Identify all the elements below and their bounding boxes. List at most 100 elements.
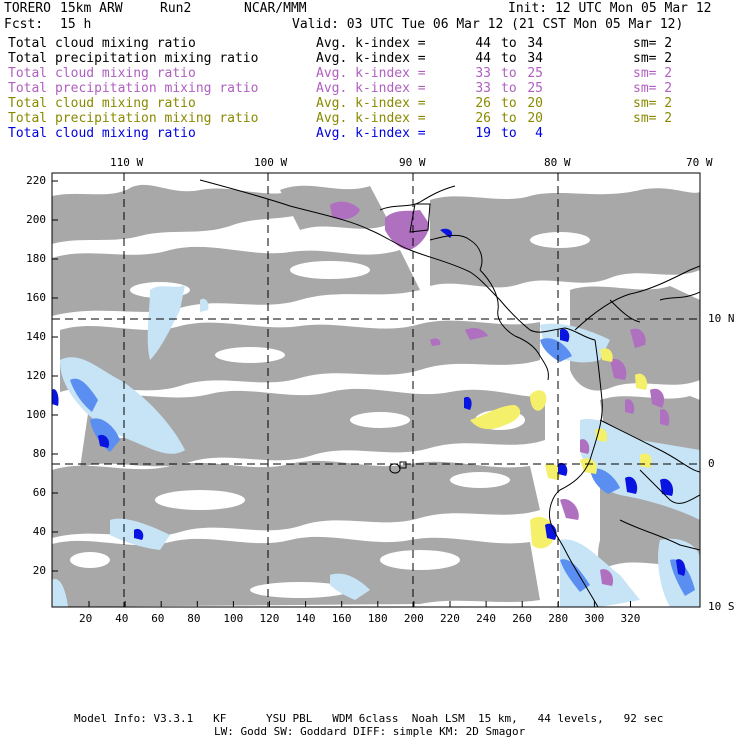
legend-kindex-to-word: to (501, 126, 517, 141)
y-grid-index-label: 80 (32, 447, 46, 460)
legend-kindex-label: Avg. k-index = (316, 51, 426, 66)
legend-row: Total precipitation mixing ratio Avg. k-i… (8, 51, 732, 66)
init-time: Init: 12 UTC Mon 05 Mar 12 (508, 1, 712, 16)
x-grid-index-label: 140 (295, 612, 316, 625)
legend-kindex-to: 34 (527, 36, 543, 51)
x-grid-index-label: 220 (440, 612, 460, 625)
legend-field-name: Total cloud mixing ratio (8, 96, 196, 111)
y-grid-index-label: 20 (32, 564, 46, 577)
longitude-label: 90 W (399, 156, 426, 169)
y-grid-index-label: 200 (26, 213, 46, 226)
cloud-field-mid-blue (70, 338, 695, 596)
legend-smoothing: sm= 2 (633, 66, 673, 81)
coastline (199, 179, 700, 607)
y-grid-index-label: 160 (26, 291, 46, 304)
legend-kindex-from: 33 (475, 66, 491, 81)
legend-smoothing: sm= 2 (633, 51, 673, 66)
legend-kindex-to-word: to (501, 36, 517, 51)
longitude-label: 100 W (254, 156, 288, 169)
x-grid-index-label: 320 (620, 612, 641, 625)
latitude-label: 10 N (708, 312, 735, 325)
legend-kindex-to-word: to (501, 66, 517, 81)
x-grid-index-label: 20 (79, 612, 93, 625)
legend-row: Total cloud mixing ratio Avg. k-index = 33… (8, 66, 732, 81)
legend-kindex-to: 20 (527, 96, 543, 111)
legend-row: Total cloud mixing ratio Avg. k-index = 26… (8, 96, 732, 111)
x-grid-index-label: 60 (151, 612, 165, 625)
legend-kindex-to: 25 (527, 81, 543, 96)
legend-kindex-label: Avg. k-index = (316, 126, 426, 141)
model-info-line1: Model Info: V3.3.1 KF YSU PBL WDM 6class… (74, 712, 664, 725)
x-grid-index-label: 120 (259, 612, 280, 625)
legend-kindex-label: Avg. k-index = (316, 66, 426, 81)
legend-kindex-from: 26 (475, 111, 491, 126)
valid-time: Valid: 03 UTC Tue 06 Mar 12 (21 CST Mon … (292, 17, 684, 32)
y-grid-index-label: 120 (26, 369, 46, 382)
lat-lon-grid (52, 173, 700, 607)
x-grid-index-label: 260 (512, 612, 533, 625)
legend-kindex-to: 25 (527, 66, 543, 81)
legend-row: Total precipitation mixing ratio Avg. k-i… (8, 111, 732, 126)
legend-row: Total cloud mixing ratio Avg. k-index = 44… (8, 36, 732, 51)
x-grid-index-label: 280 (548, 612, 569, 625)
model-org: NCAR/MMM (244, 1, 307, 16)
legend-kindex-to: 20 (527, 111, 543, 126)
legend-kindex-to-word: to (501, 96, 517, 111)
x-grid-index-label: 160 (331, 612, 352, 625)
legend-kindex-from: 26 (475, 96, 491, 111)
latitude-label: 0 (708, 457, 715, 470)
legend-kindex-to-word: to (501, 51, 517, 66)
x-grid-index-label: 180 (367, 612, 388, 625)
x-grid-index-label: 40 (115, 612, 129, 625)
x-grid-index-label: 200 (403, 612, 424, 625)
legend-kindex-to-word: to (501, 81, 517, 96)
legend-field-name: Total precipitation mixing ratio (8, 81, 259, 96)
x-grid-index-label: 300 (584, 612, 605, 625)
legend-field-name: Total cloud mixing ratio (8, 66, 196, 81)
x-grid-index-label: 240 (476, 612, 496, 625)
map-frame (51, 172, 701, 608)
legend-kindex-to-word: to (501, 111, 517, 126)
legend-smoothing: sm= 2 (633, 96, 673, 111)
legend-field-name: Total cloud mixing ratio (8, 36, 196, 51)
model-info-line2: LW: Godd SW: Goddard DIFF: simple KM: 2D… (214, 725, 526, 738)
x-grid-index-label: 80 (187, 612, 201, 625)
forecast-hours: 15 h (60, 17, 92, 32)
legend-row: Total cloud mixing ratio Avg. k-index = 19… (8, 126, 732, 141)
forecast-label: Fcst: (4, 17, 44, 32)
legend-smoothing: sm= 2 (633, 111, 673, 126)
y-grid-index-label: 40 (32, 525, 46, 538)
legend-kindex-label: Avg. k-index = (316, 96, 426, 111)
y-grid-index-label: 60 (32, 486, 46, 499)
cloud-field-dark-blue (52, 228, 686, 576)
y-grid-index-label: 220 (26, 174, 46, 187)
legend-field-name: Total precipitation mixing ratio (8, 111, 259, 126)
longitude-label: 70 W (686, 156, 713, 169)
model-resolution: 15km ARW (60, 1, 123, 16)
x-grid-index-label: 100 (223, 612, 244, 625)
model-name: TORERO (4, 1, 51, 16)
y-grid-index-label: 100 (26, 408, 46, 421)
y-grid-index-label: 140 (26, 330, 46, 343)
legend-smoothing: sm= 2 (633, 36, 673, 51)
legend-kindex-label: Avg. k-index = (316, 36, 426, 51)
legend-kindex-to: 34 (527, 51, 543, 66)
legend-kindex-to: 4 (535, 126, 543, 141)
legend-field-name: Total precipitation mixing ratio (8, 51, 259, 66)
legend-kindex-from: 33 (475, 81, 491, 96)
legend-kindex-label: Avg. k-index = (316, 111, 426, 126)
legend-kindex-from: 19 (475, 126, 491, 141)
longitude-label: 80 W (544, 156, 571, 169)
longitude-label: 110 W (110, 156, 144, 169)
legend-smoothing: sm= 2 (633, 81, 673, 96)
y-grid-index-label: 180 (26, 252, 46, 265)
model-run: Run2 (160, 1, 192, 16)
latitude-label: 10 S (708, 600, 735, 613)
legend-kindex-label: Avg. k-index = (316, 81, 426, 96)
legend-field-name: Total cloud mixing ratio (8, 126, 196, 141)
legend-kindex-from: 44 (475, 51, 491, 66)
legend-row: Total precipitation mixing ratio Avg. k-i… (8, 81, 732, 96)
cloud-field-purple (330, 201, 670, 586)
legend-kindex-from: 44 (475, 36, 491, 51)
